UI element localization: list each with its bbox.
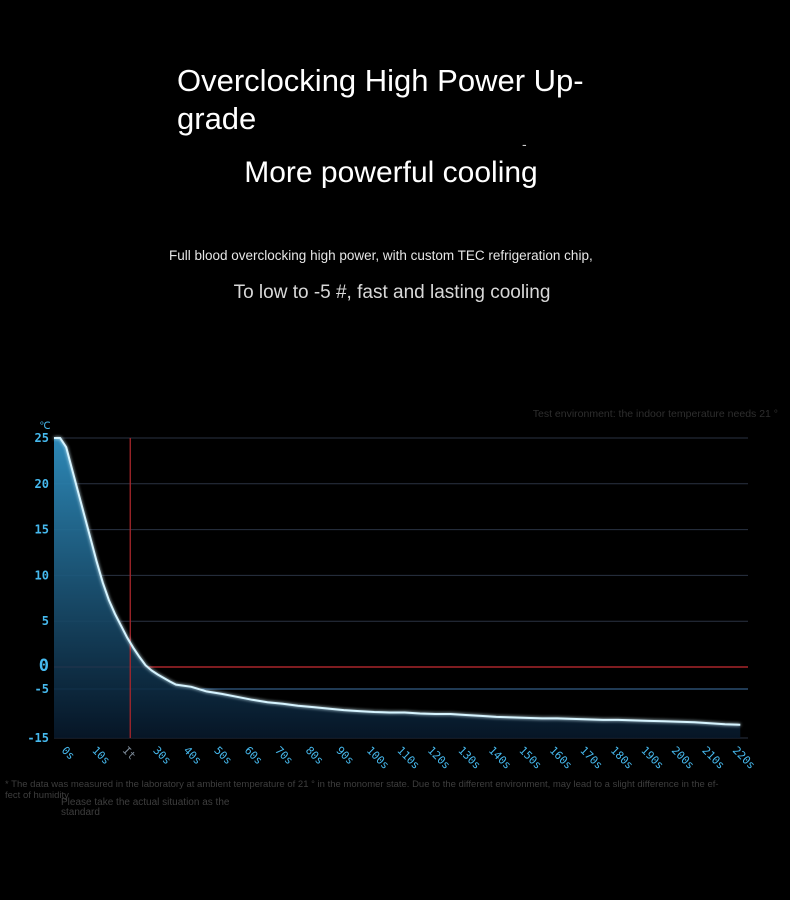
x-tick-label: 0s bbox=[59, 744, 78, 763]
cooling-chart-svg: ℃25 20 15 10 5 0 -5 -15 0s 10s It 30s 40s 50s 60s 70s 8… bbox=[27, 421, 758, 772]
cooling-chart: ℃ 25 20 15 10 5 0 -5 -15 0s 10s It 30s 40s 50s 60s 70s 8… bbox=[0, 400, 790, 780]
x-tick-label: It bbox=[120, 744, 139, 763]
cooling-curve bbox=[54, 437, 741, 726]
description-line-2: To low to -5 #, fast and lasting cooling bbox=[233, 282, 551, 303]
description-line-1: Full blood overclocking high power, with… bbox=[169, 248, 593, 263]
footnote-main: * The data was measured in the laborator… bbox=[5, 779, 719, 801]
x-tick-label: 140s bbox=[486, 744, 514, 772]
y-tick-label: 25 bbox=[35, 431, 49, 445]
x-tick-label: 170s bbox=[577, 744, 605, 772]
x-tick-label: 90s bbox=[333, 744, 356, 767]
y-tick-label: -15 bbox=[27, 731, 49, 745]
x-tick-label: 70s bbox=[272, 744, 295, 767]
x-tick-label: 50s bbox=[211, 744, 234, 767]
page-subtitle: More powerful cooling bbox=[244, 156, 538, 189]
y-tick-label: 20 bbox=[35, 477, 49, 491]
x-tick-label: 220s bbox=[730, 744, 758, 772]
x-tick-label: 30s bbox=[150, 744, 173, 767]
x-tick-label: 150s bbox=[516, 744, 544, 772]
x-tick-label: 210s bbox=[699, 744, 727, 772]
footnote-secondary: Please take the actual situation as the … bbox=[61, 797, 230, 818]
x-tick-label: 60s bbox=[242, 744, 265, 767]
y-tick-label: 10 bbox=[35, 568, 49, 582]
y-unit-label: ℃ bbox=[39, 421, 50, 432]
x-tick-label: 10s bbox=[89, 744, 112, 767]
y-tick-label: 0 bbox=[39, 656, 49, 676]
x-tick-label: 80s bbox=[303, 744, 326, 767]
y-tick-label: 5 bbox=[42, 614, 49, 628]
y-tick-label: -5 bbox=[35, 682, 49, 696]
x-tick-label: 180s bbox=[608, 744, 636, 772]
page-title: Overclocking High Power Up-grade bbox=[177, 63, 584, 136]
x-tick-label: 100s bbox=[364, 744, 392, 772]
x-tick-label: 120s bbox=[425, 744, 453, 772]
x-tick-label: 190s bbox=[638, 744, 666, 772]
x-tick-label: 40s bbox=[181, 744, 204, 767]
y-tick-label: 15 bbox=[35, 523, 49, 537]
x-tick-label: 130s bbox=[455, 744, 483, 772]
x-tick-label: 160s bbox=[547, 744, 575, 772]
x-tick-label: 110s bbox=[394, 744, 422, 772]
cooling-area bbox=[54, 438, 741, 738]
title-dash: - bbox=[522, 136, 527, 152]
x-tick-label: 200s bbox=[669, 744, 697, 772]
test-environment-note: Test environment: the indoor temperature… bbox=[532, 408, 778, 420]
